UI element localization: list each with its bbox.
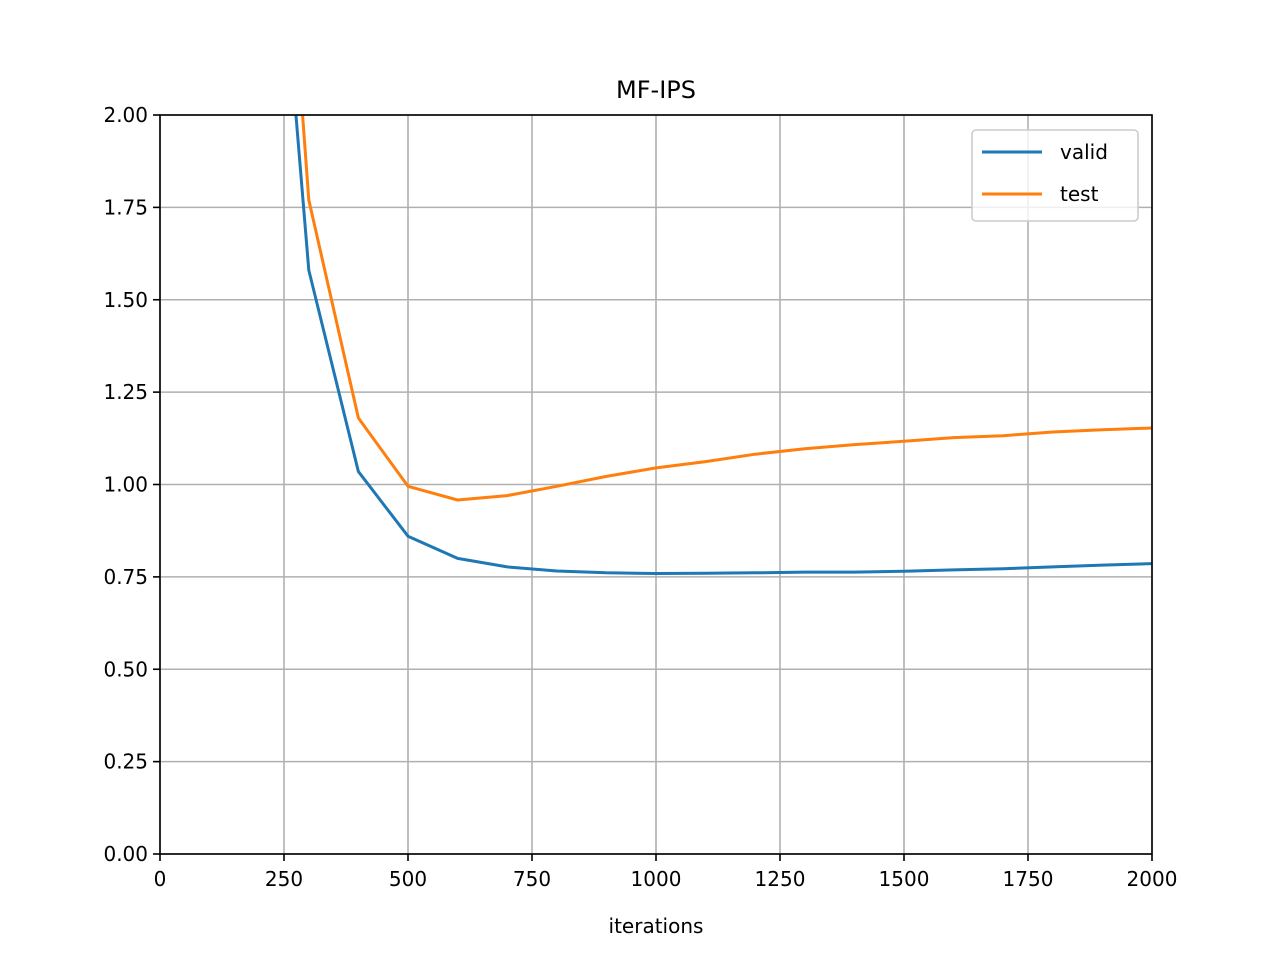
x-tick-label: 1250 [755, 867, 806, 891]
y-tick-label: 0.25 [103, 750, 148, 774]
series-line-valid [294, 115, 1152, 575]
legend: valid test [971, 129, 1139, 222]
y-tick-label: 1.00 [103, 473, 148, 497]
x-tick-label: 1750 [1003, 867, 1054, 891]
x-tick-label: 250 [265, 867, 303, 891]
series-group [294, 115, 1152, 575]
legend-label-valid: valid [1060, 140, 1108, 164]
y-tick-label: 0.50 [103, 657, 148, 681]
legend-box [971, 129, 1139, 222]
series-line-test [301, 115, 1152, 502]
y-tick-label: 1.75 [103, 195, 148, 219]
x-tick-label: 1500 [879, 867, 930, 891]
x-tick-label: 500 [389, 867, 427, 891]
x-tick-label: 0 [154, 867, 167, 891]
x-tick-label: 2000 [1127, 867, 1178, 891]
x-axis-label: iterations [609, 914, 704, 938]
y-tick-label: 2.00 [103, 103, 148, 127]
x-tick-label: 750 [513, 867, 551, 891]
x-tick-label: 1000 [631, 867, 682, 891]
chart-title: MF-IPS [616, 76, 696, 104]
y-tick-label: 1.50 [103, 288, 148, 312]
legend-label-test: test [1060, 182, 1099, 206]
y-tick-label: 0.75 [103, 565, 148, 589]
y-tick-label: 1.25 [103, 380, 148, 404]
axis-ticks: 0 250 500 750 1000 1250 1500 1750 2000 0.00 0.25 0.… [103, 103, 1177, 891]
y-tick-label: 0.00 [103, 842, 148, 866]
